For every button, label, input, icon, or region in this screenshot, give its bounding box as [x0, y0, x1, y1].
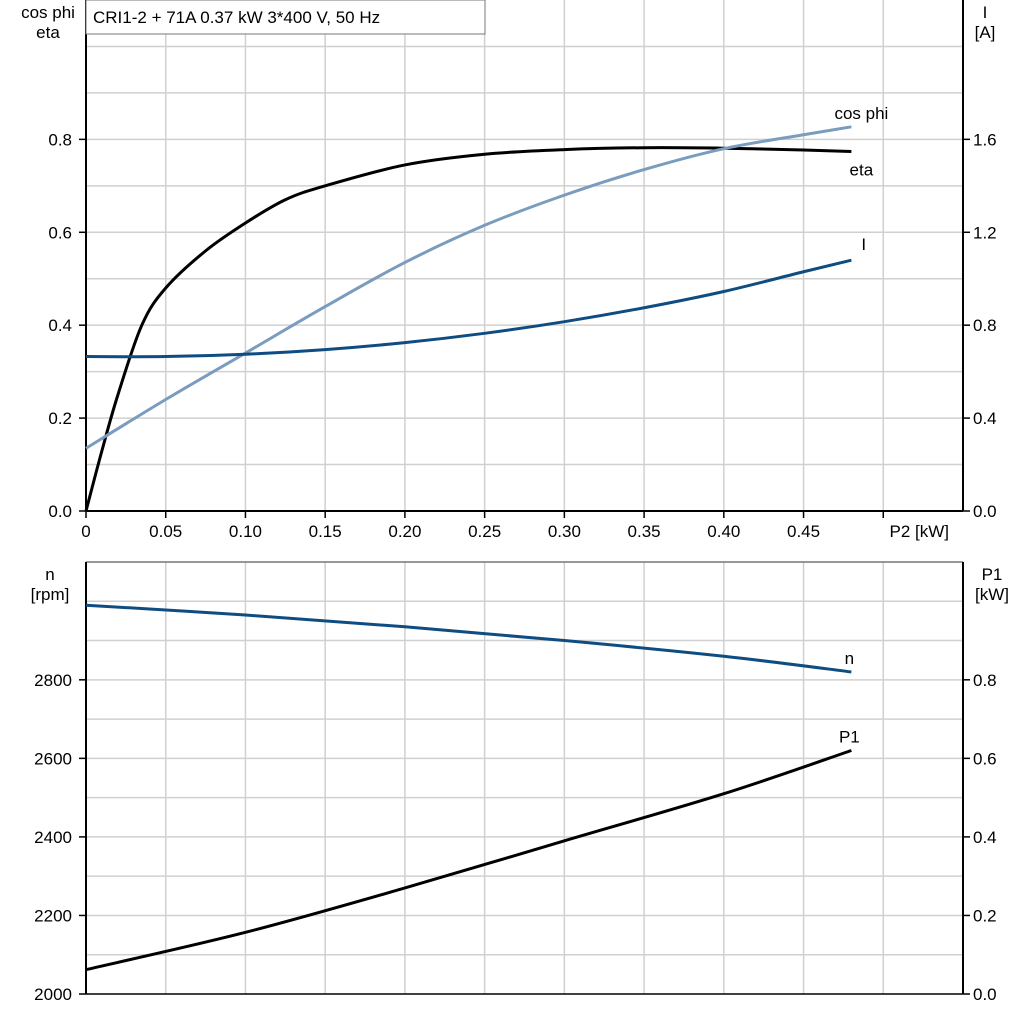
y-right-tick-label: 1.2 [973, 223, 997, 242]
series-label-cos-phi: cos phi [834, 104, 888, 123]
y-right-axis-label: [A] [975, 23, 996, 42]
series-label-I: I [861, 235, 866, 254]
y-left-tick-label: 0.6 [48, 223, 72, 242]
x-axis-label: P2 [kW] [890, 522, 950, 541]
y-left-tick-label: 0.0 [48, 502, 72, 521]
x-tick-label: 0.25 [468, 522, 501, 541]
y-right-tick-label: 1.6 [973, 130, 997, 149]
y-left-tick-label: 2000 [34, 985, 72, 1004]
y-left-axis-label: n [45, 565, 54, 584]
series-line-n [85, 603, 852, 674]
series-line-cos-phi [85, 125, 852, 450]
chart-title: CRI1-2 + 71A 0.37 kW 3*400 V, 50 Hz [93, 8, 380, 27]
series-line-eta [84, 146, 852, 512]
y-left-tick-label: 2800 [34, 671, 72, 690]
x-tick-label: 0.45 [787, 522, 820, 541]
series-label-eta: eta [850, 160, 874, 179]
series-line-I [85, 258, 852, 359]
x-tick-label: 0.30 [548, 522, 581, 541]
y-left-tick-label: 2400 [34, 828, 72, 847]
y-left-tick-label: 0.8 [48, 130, 72, 149]
x-tick-label: 0.15 [309, 522, 342, 541]
series-label-n: n [845, 649, 854, 668]
y-right-tick-label: 0.8 [973, 316, 997, 335]
x-tick-label: 0 [81, 522, 90, 541]
y-right-tick-label: 0.0 [973, 502, 997, 521]
y-right-tick-label: 0.2 [973, 906, 997, 925]
y-right-tick-label: 0.4 [973, 409, 997, 428]
series-label-P1: P1 [839, 728, 860, 747]
bottom-chart: 200022002400260028000.00.20.40.60.8n[rpm… [31, 561, 1009, 1004]
y-right-axis-label: I [983, 3, 988, 22]
x-tick-label: 0.10 [229, 522, 262, 541]
y-right-tick-label: 0.0 [973, 985, 997, 1004]
y-left-axis-label: cos phi [21, 3, 75, 22]
x-tick-label: 0.05 [149, 522, 182, 541]
y-left-axis-label: eta [36, 23, 60, 42]
x-tick-label: 0.35 [628, 522, 661, 541]
y-right-axis-label: P1 [982, 565, 1003, 584]
y-right-tick-label: 0.4 [973, 828, 997, 847]
y-left-axis-label: [rpm] [31, 585, 70, 604]
y-left-tick-label: 0.2 [48, 409, 72, 428]
title-box: CRI1-2 + 71A 0.37 kW 3*400 V, 50 Hz [85, 0, 486, 35]
y-right-tick-label: 0.8 [973, 671, 997, 690]
y-right-axis-label: [kW] [975, 585, 1009, 604]
y-left-tick-label: 2200 [34, 906, 72, 925]
x-tick-label: 0.20 [388, 522, 421, 541]
x-tick-label: 0.40 [707, 522, 740, 541]
y-right-tick-label: 0.6 [973, 749, 997, 768]
top-chart: 0 0.05 0.10 0.15 0.20 0.25 0.30 0.35 0.40 0.45 P2 … [21, 0, 997, 541]
series-line-P1 [85, 749, 852, 972]
y-left-tick-label: 0.4 [48, 316, 72, 335]
y-left-tick-label: 2600 [34, 749, 72, 768]
